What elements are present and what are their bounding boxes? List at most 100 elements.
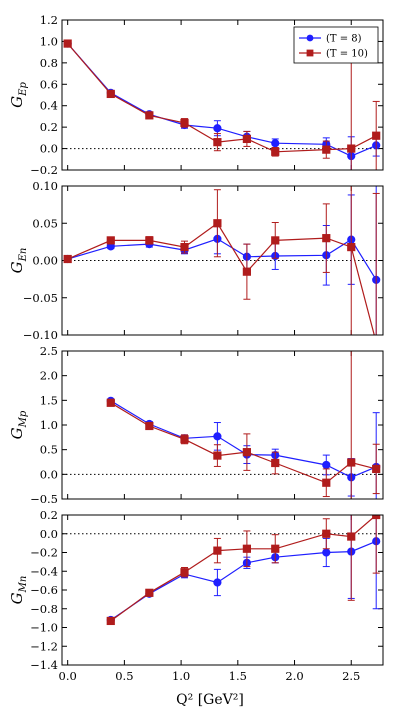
data-point xyxy=(322,529,331,538)
panels: −0.20.00.20.40.60.81.01.2GEp−0.10−0.050.… xyxy=(8,13,384,683)
data-point xyxy=(180,118,189,127)
series-line xyxy=(110,400,377,478)
series-line xyxy=(67,43,377,157)
series-t10 xyxy=(106,515,381,626)
data-point xyxy=(180,568,189,577)
data-point xyxy=(63,254,72,264)
data-point xyxy=(242,267,251,276)
data-point xyxy=(242,448,251,457)
data-point xyxy=(213,578,222,587)
y-axis-label: GMp xyxy=(8,410,29,439)
series-line xyxy=(67,43,377,153)
data-point xyxy=(145,111,154,120)
y-tick-label: −0.2 xyxy=(30,546,58,560)
data-point xyxy=(322,234,331,243)
legend-entry: (T = 8) xyxy=(299,34,362,45)
data-point xyxy=(106,236,115,245)
data-point xyxy=(322,460,331,470)
y-tick-label: 0.4 xyxy=(40,99,58,113)
panel-frame xyxy=(61,350,384,500)
y-tick-label: 2.0 xyxy=(40,369,58,383)
series-line xyxy=(67,222,375,335)
y-axis-label-sub: Mp xyxy=(18,410,29,428)
y-axis-label: GEn xyxy=(8,248,29,274)
y-tick-label: 0.2 xyxy=(40,508,58,522)
series-t8 xyxy=(106,396,381,499)
y-tick-label: −0.8 xyxy=(30,602,58,616)
data-point xyxy=(145,421,154,431)
data-point xyxy=(271,139,280,148)
y-tick-label: 0.05 xyxy=(32,216,58,230)
legend-label: (T = 8) xyxy=(326,34,362,45)
legend-label: (T = 10) xyxy=(326,49,368,60)
x-axis-label: Q² [GeV²] xyxy=(176,692,244,708)
data-point xyxy=(347,532,356,541)
data-point xyxy=(106,398,115,407)
y-axis-label-main: G xyxy=(8,96,26,108)
panel-4: −1.4 −1.2 −1.0 −0.8 −0.6 −0.4 −0.2 0.0 0.2 0.0 0.5… xyxy=(8,508,384,683)
y-tick-label: −0.5 xyxy=(30,492,58,506)
y-axis-label-sub: Ep xyxy=(18,82,29,97)
y-axis-label-main: G xyxy=(8,427,26,439)
y-tick-label: 0.0 xyxy=(40,142,58,156)
data-point xyxy=(347,242,356,252)
data-point xyxy=(271,147,280,156)
y-tick-label: −0.2 xyxy=(30,163,58,177)
data-point xyxy=(242,544,251,553)
data-point xyxy=(106,89,115,99)
x-tick-label: 0.5 xyxy=(115,669,133,683)
x-tick-label: 0.0 xyxy=(59,669,77,683)
y-axis-label-main: G xyxy=(8,592,26,604)
y-tick-label: 0.2 xyxy=(40,120,58,134)
data-point xyxy=(271,544,280,553)
y-tick-label: 1.0 xyxy=(40,418,58,432)
data-point xyxy=(372,131,381,140)
data-point xyxy=(322,478,331,487)
y-tick-label: −0.4 xyxy=(30,564,58,578)
x-tick-label: 2.0 xyxy=(285,669,303,683)
y-tick-label: 0.5 xyxy=(40,443,58,457)
y-axis-label-main: G xyxy=(8,261,26,273)
data-point xyxy=(322,145,331,154)
panel-frame xyxy=(61,19,384,171)
data-point xyxy=(242,134,251,144)
x-tick-label: 1.5 xyxy=(229,669,247,683)
data-point xyxy=(213,138,222,147)
panel-2: −0.10 −0.05 0.00 0.05 0.10 GEn xyxy=(8,179,384,342)
series-t8 xyxy=(63,186,381,335)
y-axis-label-sub: En xyxy=(18,248,29,263)
data-point xyxy=(145,236,154,245)
data-point xyxy=(145,588,154,597)
plot-area xyxy=(106,515,381,626)
panel-3: −0.5 0.0 0.5 1.0 1.5 2.0 2.5 GMp xyxy=(8,344,384,506)
series-line xyxy=(110,540,377,621)
y-axis-label: GEp xyxy=(8,82,29,108)
y-tick-label: 2.5 xyxy=(40,344,58,358)
legend-entry: (T = 10) xyxy=(299,49,368,60)
y-tick-label: −1.2 xyxy=(30,639,58,653)
legend-marker xyxy=(306,49,314,57)
data-point xyxy=(322,548,331,557)
data-point xyxy=(213,451,222,460)
plot-area xyxy=(63,39,381,170)
y-tick-label: 1.5 xyxy=(40,393,58,407)
x-tick-label: 2.5 xyxy=(342,669,360,683)
series-t10 xyxy=(106,351,381,499)
y-tick-label: 0.10 xyxy=(32,179,58,193)
legend: (T = 8) (T = 10) xyxy=(293,26,379,64)
data-point xyxy=(347,458,356,467)
y-axis-label-sub: Mn xyxy=(18,576,29,594)
y-tick-label: −1.4 xyxy=(30,658,58,672)
y-tick-label: −0.6 xyxy=(30,583,58,597)
y-tick-label: 0.00 xyxy=(32,254,58,268)
y-tick-label: −1.0 xyxy=(30,621,58,635)
panel-1: −0.2 0.0 0.2 0.4 0.6 0.8 1.0 1.2 GEp xyxy=(8,13,384,177)
data-point xyxy=(63,39,72,48)
y-tick-label: 1.0 xyxy=(40,34,58,48)
legend-marker xyxy=(306,34,314,42)
plot-area xyxy=(106,351,381,499)
plot-area xyxy=(63,186,381,335)
series-t10 xyxy=(63,39,381,170)
y-tick-label: 1.2 xyxy=(40,13,58,27)
